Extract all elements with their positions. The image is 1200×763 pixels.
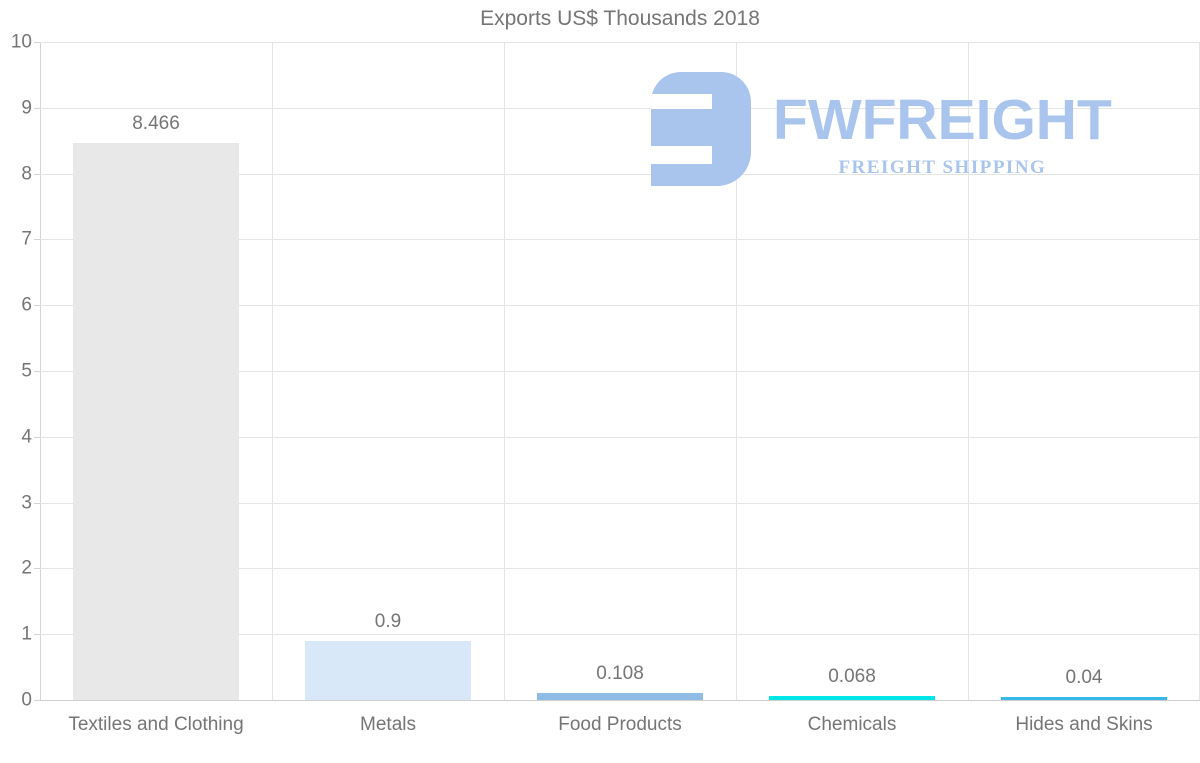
y-axis-tick-label: 2	[21, 557, 32, 579]
bar-chemicals	[769, 695, 935, 700]
fwfreight-watermark: FWFREIGHT FREIGHT SHIPPING	[651, 72, 1112, 186]
y-axis-tick-label: 4	[21, 426, 32, 448]
brand-name: FWFREIGHT	[773, 88, 1112, 152]
y-axis-tick	[34, 107, 40, 109]
gridline-horizontal	[40, 436, 1200, 438]
gridline-horizontal	[40, 239, 1200, 241]
y-axis-tick-label: 7	[21, 228, 32, 250]
y-axis-tick	[34, 436, 40, 438]
y-axis-tick	[34, 568, 40, 570]
bar-food-products	[537, 692, 703, 700]
bar-textiles-and-clothing	[73, 142, 239, 700]
gridline-horizontal	[40, 634, 1200, 636]
logo-icon-notch	[651, 94, 712, 109]
y-axis-tick-label: 6	[21, 294, 32, 316]
bar-hides-and-skins	[1001, 697, 1167, 700]
gridline-horizontal	[40, 502, 1200, 504]
y-axis-tick	[34, 239, 40, 241]
x-axis-label-metals: Metals	[360, 714, 416, 735]
x-axis-line	[34, 700, 1200, 701]
bar-metals	[305, 640, 471, 700]
x-axis-label-food-products: Food Products	[558, 714, 682, 735]
y-axis-tick	[34, 42, 40, 43]
y-axis-tick-label: 1	[21, 623, 32, 645]
y-axis-tick-label: 9	[21, 97, 32, 119]
y-axis-tick	[34, 502, 40, 504]
gridline-vertical	[272, 42, 273, 700]
x-axis: Textiles and Clothing Metals Food Products…	[40, 700, 1200, 763]
y-axis-tick	[34, 634, 40, 636]
y-axis-tick	[34, 305, 40, 307]
x-axis-label-chemicals: Chemicals	[807, 714, 897, 735]
y-axis-tick-label: 10	[10, 31, 32, 53]
y-axis-tick-label: 3	[21, 492, 32, 514]
y-axis-tick-label: 0	[21, 689, 32, 711]
y-axis: 0 1 2 3 4 5 6 7 8 9 10	[0, 33, 40, 710]
bar-value-label-hides-and-skins: 0.04	[1065, 667, 1103, 689]
x-axis-label-textiles-and-clothing: Textiles and Clothing	[68, 714, 244, 735]
bar-value-label-metals: 0.9	[374, 610, 402, 632]
logo-icon-notch	[651, 146, 712, 164]
y-axis-tick	[34, 173, 40, 175]
gridline-horizontal	[40, 371, 1200, 372]
logo-text: FWFREIGHT FREIGHT SHIPPING	[773, 72, 1112, 179]
y-axis-tick-label: 5	[21, 360, 32, 382]
y-axis-tick	[34, 700, 40, 701]
y-axis-tick-label: 8	[21, 163, 32, 185]
gridline-horizontal	[40, 42, 1200, 43]
brand-tagline: FREIGHT SHIPPING	[838, 157, 1047, 178]
gridline-vertical	[736, 42, 737, 700]
gridline-vertical	[504, 42, 505, 700]
gridline-horizontal	[40, 568, 1200, 570]
gridline-horizontal	[40, 305, 1200, 307]
bar-value-label-chemicals: 0.068	[828, 665, 876, 687]
chart-title: Exports US$ Thousands 2018	[480, 7, 760, 30]
y-axis-tick	[34, 371, 40, 372]
plot-area: 8.466 0.9 0.108 0.068 0.04	[40, 42, 1200, 700]
gridline-horizontal	[40, 173, 1200, 175]
fwfreight-logo-icon	[651, 72, 751, 186]
x-axis-label-hides-and-skins: Hides and Skins	[1015, 714, 1153, 735]
bar-value-label-food-products: 0.108	[596, 662, 644, 684]
gridline-horizontal	[40, 107, 1200, 109]
gridline-vertical	[968, 42, 969, 700]
bar-value-label-textiles-and-clothing: 8.466	[132, 112, 180, 134]
